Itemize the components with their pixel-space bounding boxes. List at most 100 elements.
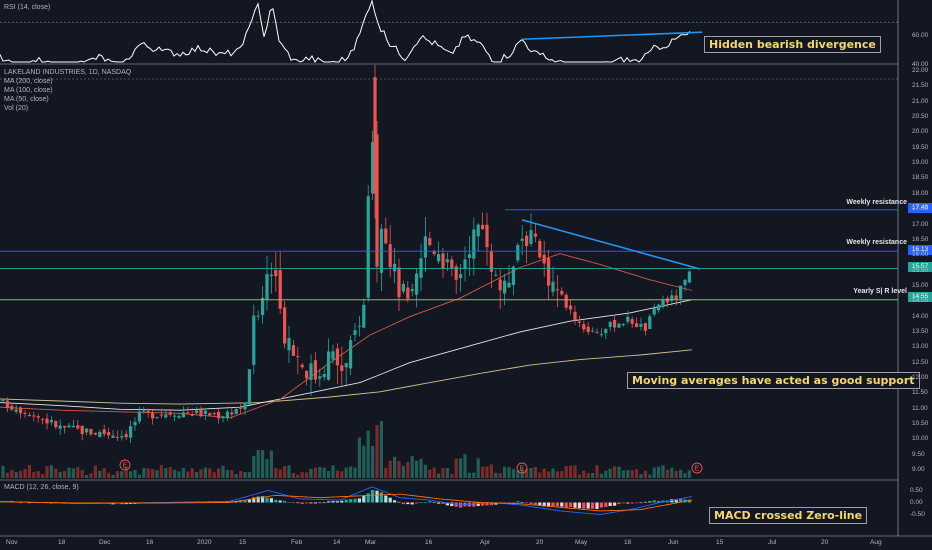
candle-body <box>155 417 159 419</box>
price-tick-label: 11.00 <box>912 404 928 412</box>
candle-body <box>159 414 163 416</box>
macd-histogram-bar <box>322 502 326 504</box>
macd-histogram-bar <box>621 502 625 504</box>
price-tick-label: 18.00 <box>912 189 929 197</box>
candle-body <box>85 428 89 433</box>
candle-body <box>177 416 181 418</box>
macd-histogram-bar <box>617 502 621 505</box>
candle-body <box>428 238 432 246</box>
candle-body <box>102 429 106 435</box>
volume-bar <box>428 469 432 478</box>
candle-body <box>450 259 454 269</box>
candle-body <box>14 409 18 412</box>
volume-bar <box>533 466 537 478</box>
macd-histogram-bar <box>542 502 546 507</box>
macd-signal-line <box>0 493 693 512</box>
candle-body <box>19 407 23 414</box>
macd-histogram-bar <box>428 501 432 503</box>
volume-bar <box>318 466 322 478</box>
price-badge-1557: 15.57 <box>908 262 932 272</box>
volume-bar <box>494 472 498 478</box>
level-label-weekly-2: Weekly resistance <box>846 239 907 246</box>
candle-body <box>525 235 529 247</box>
candle-body <box>54 421 58 428</box>
volume-bar <box>296 474 300 478</box>
rsi-trendline <box>521 31 703 41</box>
candle-body <box>441 253 445 270</box>
candle-body <box>340 365 344 371</box>
volume-bar <box>591 473 595 478</box>
macd-histogram-bar <box>221 501 225 503</box>
candle-body <box>498 279 502 291</box>
candle-body <box>269 274 273 277</box>
volume-bar <box>190 468 194 478</box>
price-tick-label: 20.50 <box>912 113 929 121</box>
volume-bar <box>525 469 529 478</box>
volume-bar <box>89 473 93 478</box>
candle-body <box>687 271 691 283</box>
volume-bar <box>617 466 621 478</box>
candle-body <box>661 300 665 307</box>
volume-bar <box>186 471 190 478</box>
price-tick-label: 22.00 <box>912 67 929 74</box>
x-tick-label: 16 <box>146 539 154 546</box>
ma-line-200 <box>0 349 693 405</box>
candle-body <box>476 224 480 237</box>
candle-body <box>133 421 137 426</box>
macd-histogram-bar <box>591 502 595 509</box>
macd-histogram-bar <box>300 502 304 504</box>
price-tick-label: 15.50 <box>912 266 929 274</box>
candle-body <box>41 419 45 421</box>
volume-bar <box>45 466 49 478</box>
candle-body <box>173 415 177 417</box>
candle-body <box>10 405 14 410</box>
candle-body <box>665 298 669 303</box>
volume-bar <box>393 456 397 478</box>
volume-bar <box>278 469 282 478</box>
volume-bar <box>313 467 317 478</box>
candle-body <box>410 289 414 292</box>
macd-histogram-bar <box>555 502 559 507</box>
volume-bar <box>146 468 150 478</box>
volume-bar <box>635 469 639 478</box>
macd-histogram-bar <box>489 502 493 506</box>
candle-body <box>195 410 199 414</box>
volume-bar <box>322 467 326 478</box>
macd-histogram-bar <box>608 502 612 507</box>
macd-histogram-bar <box>401 502 405 505</box>
candle-body <box>472 229 476 259</box>
macd-histogram-bar <box>212 501 216 503</box>
volume-bar <box>107 472 111 478</box>
volume-bar <box>687 470 691 478</box>
volume-bar <box>283 466 287 478</box>
macd-histogram-bar <box>613 502 617 506</box>
candle-body <box>564 294 568 308</box>
volume-bar <box>511 469 515 478</box>
volume-bar <box>410 455 414 478</box>
rsi-tick-label: 60.00 <box>912 32 929 40</box>
macd-histogram-bar <box>349 499 353 503</box>
volume-bar <box>63 470 67 478</box>
x-tick-label: 20 <box>821 539 829 546</box>
macd-histogram-bar <box>283 500 287 503</box>
price-tick-label: 14.00 <box>912 312 929 320</box>
candle-body <box>569 305 573 310</box>
candle-body <box>300 364 304 368</box>
candle-body <box>239 407 243 409</box>
candle-body <box>357 325 361 327</box>
volume-bar <box>195 472 199 478</box>
volume-bar <box>441 468 445 478</box>
candle-body <box>129 426 133 438</box>
volume-bar <box>415 460 419 478</box>
volume-bar <box>665 469 669 478</box>
volume-bar <box>41 474 45 478</box>
candle-body <box>45 418 49 424</box>
candle-body <box>520 238 524 241</box>
macd-histogram-bar <box>252 497 256 503</box>
volume-bar <box>49 465 53 478</box>
candle-body <box>613 319 617 328</box>
volume-bar <box>489 464 493 478</box>
candle-body <box>599 334 603 336</box>
candle-body <box>243 402 247 410</box>
